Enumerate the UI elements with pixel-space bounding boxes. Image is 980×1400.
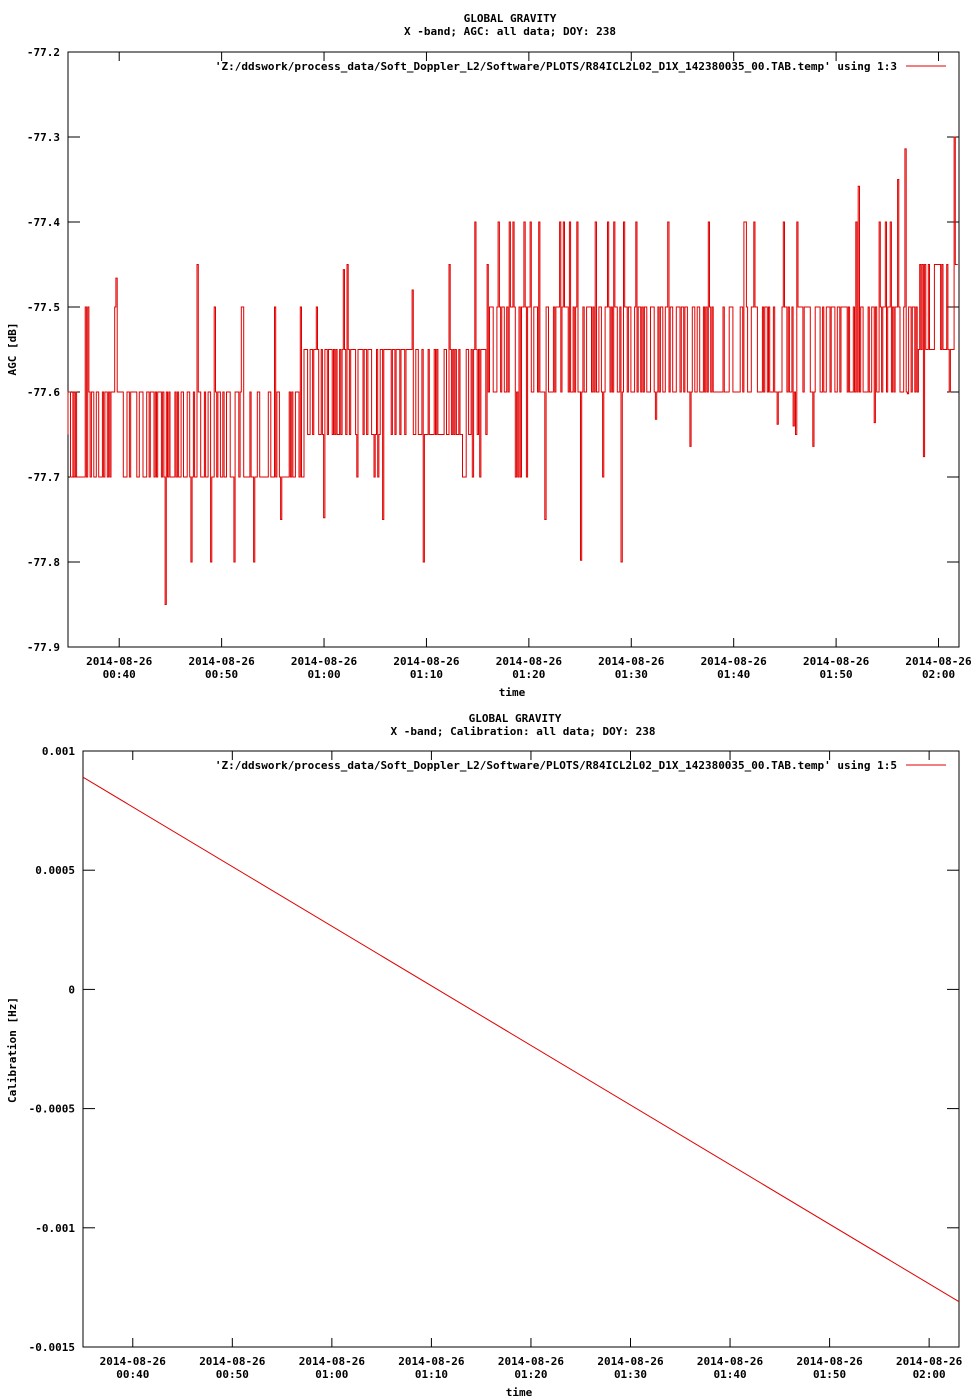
- x-tick-label: 02:00: [913, 1368, 946, 1381]
- x-tick-label: 01:00: [307, 668, 340, 681]
- x-tick-label: 2014-08-26: [598, 655, 665, 668]
- x-tick-label: 01:20: [512, 668, 545, 681]
- x-tick-label: 01:40: [713, 1368, 746, 1381]
- legend-label: 'Z:/ddswork/process_data/Soft_Doppler_L2…: [215, 759, 897, 772]
- legend-label: 'Z:/ddswork/process_data/Soft_Doppler_L2…: [215, 60, 897, 73]
- y-tick-label: 0: [68, 983, 75, 996]
- x-tick-label: 01:50: [813, 1368, 846, 1381]
- y-tick-label: -0.001: [35, 1222, 75, 1235]
- x-tick-label: 2014-08-26: [393, 655, 460, 668]
- x-axis-label: time: [506, 1386, 533, 1399]
- x-tick-label: 2014-08-26: [100, 1355, 167, 1368]
- x-tick-label: 01:00: [315, 1368, 348, 1381]
- y-tick-label: 0.001: [42, 745, 75, 758]
- agc-chart: GLOBAL GRAVITY X -band; AGC: all data; D…: [6, 12, 972, 699]
- x-tick-label: 02:00: [922, 668, 955, 681]
- x-tick-label: 2014-08-26: [86, 655, 153, 668]
- x-tick-label: 2014-08-26: [803, 655, 870, 668]
- x-tick-label: 2014-08-26: [905, 655, 972, 668]
- x-tick-label: 2014-08-26: [597, 1355, 664, 1368]
- x-tick-label: 01:30: [614, 1368, 647, 1381]
- calibration-chart: GLOBAL GRAVITY X -band; Calibration: all…: [6, 712, 963, 1399]
- x-tick-label: 2014-08-26: [796, 1355, 863, 1368]
- x-axis-label: time: [499, 686, 526, 699]
- y-tick-label: -77.5: [27, 301, 60, 314]
- y-tick-label: -77.7: [27, 471, 60, 484]
- y-tick-label: -77.6: [27, 386, 60, 399]
- x-tick-label: 2014-08-26: [299, 1355, 366, 1368]
- x-tick-label: 00:50: [205, 668, 238, 681]
- x-tick-label: 2014-08-26: [291, 655, 358, 668]
- y-tick-label: -77.8: [27, 556, 60, 569]
- x-tick-label: 2014-08-26: [199, 1355, 266, 1368]
- x-tick-label: 00:50: [216, 1368, 249, 1381]
- y-tick-label: 0.0005: [35, 864, 75, 877]
- x-tick-label: 00:40: [116, 1368, 149, 1381]
- x-tick-label: 01:40: [717, 668, 750, 681]
- x-tick-label: 01:10: [415, 1368, 448, 1381]
- plot-frame: [82, 750, 960, 1348]
- y-tick-label: -0.0005: [29, 1103, 75, 1116]
- series-line: [67, 136, 958, 605]
- y-tick-label: -0.0015: [29, 1341, 75, 1354]
- chart-subtitle: X -band; AGC: all data; DOY: 238: [404, 25, 616, 38]
- y-tick-label: -77.3: [27, 131, 60, 144]
- series-line: [82, 776, 960, 1303]
- x-tick-label: 2014-08-26: [496, 655, 563, 668]
- chart-title: GLOBAL GRAVITY: [464, 12, 557, 25]
- x-tick-label: 01:10: [410, 668, 443, 681]
- chart-title: GLOBAL GRAVITY: [469, 712, 562, 725]
- y-tick-label: -77.2: [27, 46, 60, 59]
- x-tick-label: 01:30: [615, 668, 648, 681]
- x-tick-label: 01:50: [820, 668, 853, 681]
- plot-frame: [67, 51, 960, 648]
- y-tick-label: -77.9: [27, 641, 60, 654]
- x-tick-label: 00:40: [103, 668, 136, 681]
- x-tick-label: 2014-08-26: [701, 655, 768, 668]
- x-tick-label: 2014-08-26: [498, 1355, 565, 1368]
- x-tick-label: 2014-08-26: [189, 655, 256, 668]
- y-axis-label: AGC [dB]: [6, 323, 19, 376]
- x-tick-label: 2014-08-26: [398, 1355, 465, 1368]
- x-tick-label: 01:20: [514, 1368, 547, 1381]
- y-tick-label: -77.4: [27, 216, 60, 229]
- chart-subtitle: X -band; Calibration: all data; DOY: 238: [391, 725, 656, 738]
- x-tick-label: 2014-08-26: [697, 1355, 764, 1368]
- x-tick-label: 2014-08-26: [896, 1355, 963, 1368]
- y-axis-label: Calibration [Hz]: [6, 997, 19, 1103]
